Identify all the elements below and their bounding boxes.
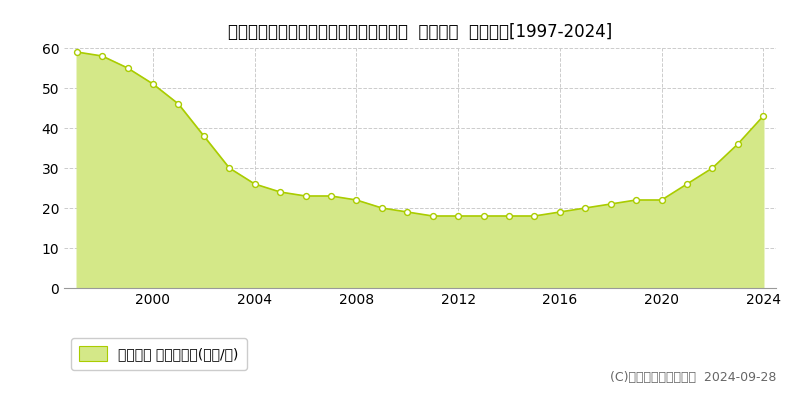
Title: 福岡県福岡市東区多の津２丁目７番２２  基準地価  地価推移[1997-2024]: 福岡県福岡市東区多の津２丁目７番２２ 基準地価 地価推移[1997-2024] — [228, 23, 612, 41]
Point — [375, 205, 388, 211]
Point — [121, 65, 134, 71]
Point — [579, 205, 592, 211]
Point — [401, 209, 414, 215]
Point — [706, 165, 719, 171]
Point — [426, 213, 439, 219]
Point — [655, 197, 668, 203]
Point — [477, 213, 490, 219]
Point — [223, 165, 236, 171]
Point — [96, 53, 109, 59]
Point — [604, 201, 617, 207]
Point — [325, 193, 338, 199]
Point — [350, 197, 363, 203]
Point — [757, 113, 770, 119]
Point — [299, 193, 312, 199]
Point — [146, 81, 159, 87]
Legend: 基準地価 平均坪単価(万円/坪): 基準地価 平均坪単価(万円/坪) — [71, 338, 247, 370]
Point — [630, 197, 642, 203]
Point — [681, 181, 694, 187]
Text: (C)土地価格ドットコム  2024-09-28: (C)土地価格ドットコム 2024-09-28 — [610, 371, 776, 384]
Point — [731, 141, 744, 147]
Point — [70, 49, 83, 55]
Point — [554, 209, 566, 215]
Point — [248, 181, 261, 187]
Point — [274, 189, 286, 195]
Point — [198, 133, 210, 139]
Point — [172, 101, 185, 107]
Point — [502, 213, 515, 219]
Point — [452, 213, 465, 219]
Point — [528, 213, 541, 219]
